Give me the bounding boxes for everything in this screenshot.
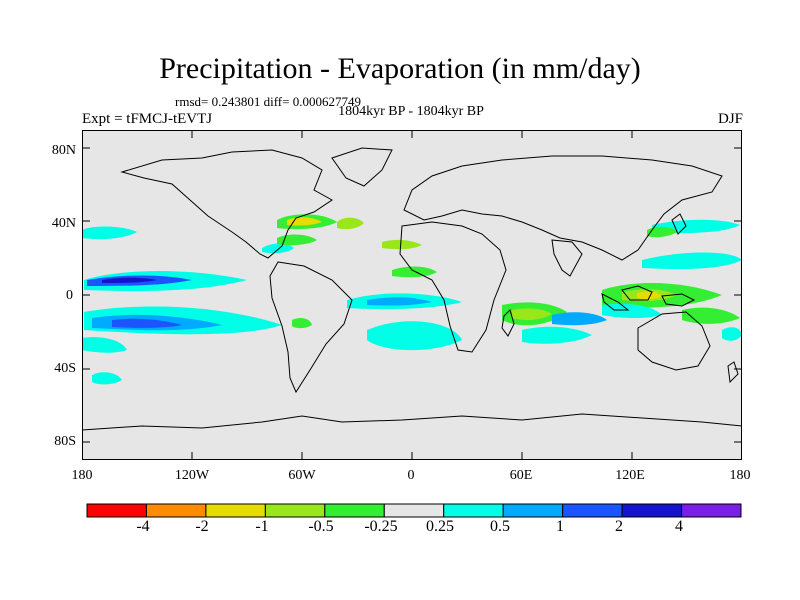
new-guinea-outline	[661, 293, 696, 307]
coastlines	[81, 147, 743, 431]
antarctica-outline	[81, 413, 743, 431]
colorbar-label-neg0-5: -0.5	[308, 518, 334, 535]
anomaly-cyan-swpac	[82, 337, 127, 353]
map-panel	[81, 130, 743, 465]
anomaly-cyan-carib	[262, 243, 294, 254]
colorbar-label-neg1: -1	[255, 518, 269, 535]
greenland-outline	[331, 147, 393, 187]
colorbar-label-neg0-25: -0.25	[364, 518, 398, 535]
japan-outline	[671, 213, 687, 235]
plot-title: Precipitation - Evaporation (in mm/day)	[159, 52, 641, 85]
colorbar-cells	[86, 503, 742, 518]
anomaly-green-amazon	[292, 317, 312, 329]
anomaly-cyan-indo	[602, 303, 662, 319]
colorbar-label-0-25: 0.25	[426, 518, 454, 535]
axis-ticks	[82, 130, 742, 460]
time-period-label: 1804kyr BP - 1804kyr BP	[338, 104, 484, 119]
colorbar-label-4: 4	[675, 518, 683, 535]
anomaly-cyan-swpac-edge	[722, 327, 742, 341]
australia-outline	[637, 311, 711, 371]
colorbar-cell	[443, 503, 504, 518]
lon-label-60e: 60E	[509, 468, 533, 483]
anomaly-green-swpac	[682, 307, 740, 324]
lat-label-80s: 80S	[54, 434, 76, 449]
colorbar-cell	[145, 503, 207, 518]
madagascar-outline	[501, 309, 515, 337]
anomaly-fields	[82, 214, 742, 385]
borneo-outline	[621, 285, 653, 301]
map-svg	[81, 130, 743, 460]
colorbar-cell	[562, 503, 623, 518]
india-outline	[551, 239, 583, 277]
eurasia-outline	[403, 155, 723, 261]
colorbar-cell	[621, 503, 683, 518]
colorbar-cell	[264, 503, 326, 518]
anomaly-yellow-natl	[287, 217, 322, 226]
colorbar-cell	[383, 503, 445, 518]
anomaly-yellow-maritime	[637, 291, 662, 300]
lon-label-60w: 60W	[288, 468, 316, 483]
anomaly-lime-nafrica	[382, 239, 422, 250]
lon-label-0: 0	[407, 468, 415, 483]
lon-label-120w: 120W	[174, 468, 210, 483]
colorbar-cell	[86, 503, 147, 518]
sumatra-outline	[601, 293, 630, 311]
anomaly-cyan-sepac	[92, 372, 122, 385]
lon-label-120e: 120E	[615, 468, 645, 483]
anomaly-green-gulf	[277, 234, 317, 246]
anomaly-blue-eqatl	[367, 297, 432, 306]
new-zealand-outline	[727, 361, 739, 384]
colorbar	[86, 503, 742, 524]
colorbar-svg	[86, 503, 742, 518]
colorbar-cell	[324, 503, 385, 518]
lon-label-180w: 180	[71, 468, 93, 483]
anomaly-lime-natl	[337, 217, 364, 230]
colorbar-label-0-5: 0.5	[490, 518, 510, 535]
lat-label-40n: 40N	[51, 216, 76, 231]
anomaly-cyan-satl	[367, 321, 462, 351]
anomaly-deepblue-spac	[112, 318, 182, 328]
anomaly-blue-sio	[552, 312, 607, 326]
colorbar-label-1: 1	[556, 518, 564, 535]
anomaly-darkblue-npac	[102, 277, 157, 283]
lat-label-0: 0	[66, 288, 73, 303]
colorbar-cell	[681, 503, 742, 518]
experiment-label: Expt = tFMCJ-tEVTJ	[82, 111, 213, 127]
anomaly-green-sahel	[392, 266, 437, 278]
north-america-outline	[120, 149, 333, 259]
season-label: DJF	[717, 111, 743, 127]
colorbar-cell	[205, 503, 266, 518]
anomaly-lime-sio	[512, 308, 552, 321]
lat-label-40s: 40S	[54, 361, 76, 376]
south-america-outline	[269, 261, 353, 394]
colorbar-label-neg2: -2	[195, 518, 209, 535]
anomaly-cyan-sio	[522, 326, 592, 344]
lat-label-80n: 80N	[51, 143, 76, 158]
colorbar-label-neg4: -4	[136, 518, 150, 535]
colorbar-cell	[502, 503, 564, 518]
africa-outline	[399, 221, 507, 353]
lon-label-180e: 180	[729, 468, 751, 483]
rmsd-diff-stats: rmsd= 0.243801 diff= 0.000627749	[175, 94, 361, 109]
colorbar-label-2: 2	[615, 518, 623, 535]
anomaly-green-kuroshio	[647, 226, 677, 238]
anomaly-cyan-npac2	[82, 226, 137, 240]
anomaly-cyan-wpac	[642, 252, 742, 270]
